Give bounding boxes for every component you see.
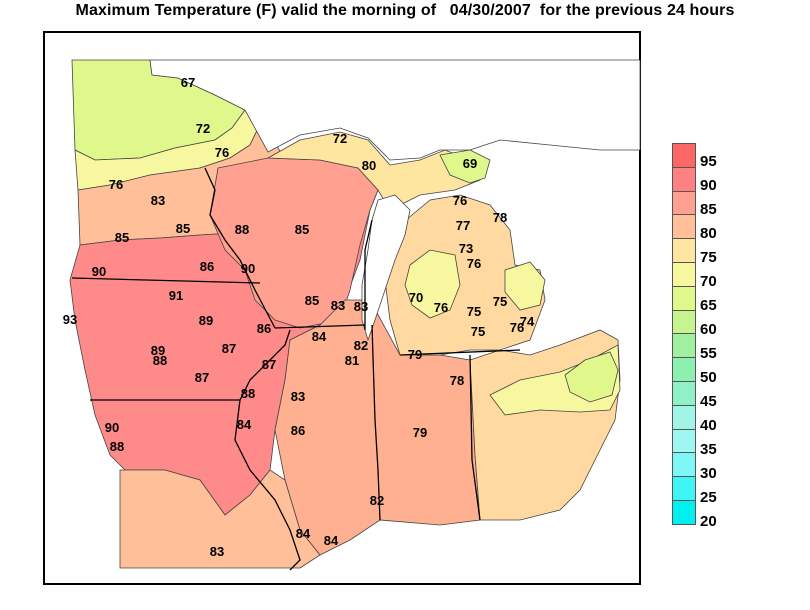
station-temperature-label: 83 [291, 389, 305, 404]
legend-label: 80 [700, 225, 717, 242]
station-temperature-label: 86 [257, 321, 271, 336]
station-temperature-label: 87 [222, 341, 236, 356]
legend-swatch [672, 357, 696, 381]
legend-label: 95 [700, 153, 717, 170]
station-temperature-label: 77 [456, 218, 470, 233]
station-temperature-label: 76 [510, 320, 524, 335]
legend-label: 85 [700, 201, 717, 218]
station-temperature-label: 75 [471, 324, 485, 339]
station-temperature-label: 86 [291, 423, 305, 438]
lake-michigan [361, 194, 411, 342]
station-temperature-label: 83 [331, 298, 345, 313]
station-temperature-label: 72 [196, 121, 210, 136]
map-title: Maximum Temperature (F) valid the mornin… [75, 2, 735, 19]
station-temperature-label: 69 [463, 156, 477, 171]
legend-swatch [672, 143, 696, 167]
station-temperature-label: 85 [305, 293, 319, 308]
station-temperature-label: 76 [109, 177, 123, 192]
legend-swatch [672, 214, 696, 239]
station-temperature-label: 82 [370, 493, 384, 508]
station-temperature-label: 75 [467, 304, 481, 319]
station-temperature-label: 84 [312, 329, 327, 344]
legend-swatch [672, 166, 696, 191]
legend-label: 30 [700, 465, 717, 482]
station-temperature-label: 88 [110, 439, 124, 454]
station-temperature-label: 85 [176, 221, 190, 236]
legend-label: 20 [700, 513, 717, 530]
legend-swatch [672, 380, 696, 405]
station-temperature-label: 85 [295, 222, 309, 237]
station-temperature-label: 74 [520, 314, 535, 329]
legend-label: 50 [700, 369, 717, 386]
station-temperature-label: 80 [362, 158, 376, 173]
station-temperature-label: 89 [199, 313, 213, 328]
legend-label: 60 [700, 321, 717, 338]
station-temperature-label: 87 [195, 370, 209, 385]
station-temperature-label: 79 [413, 425, 427, 440]
station-temperature-label: 79 [408, 347, 422, 362]
station-temperature-label: 90 [105, 420, 119, 435]
station-temperature-label: 73 [459, 241, 473, 256]
station-temperature-label: 78 [493, 210, 507, 225]
station-temperature-label: 85 [115, 230, 129, 245]
station-temperature-label: 89 [151, 343, 165, 358]
station-temperature-label: 81 [345, 353, 359, 368]
legend-swatch [672, 238, 696, 262]
legend-swatch [672, 452, 696, 477]
station-temperature-label: 83 [151, 193, 165, 208]
station-temperature-label: 70 [409, 290, 423, 305]
station-temperature-label: 78 [450, 373, 464, 388]
legend-label: 25 [700, 489, 717, 506]
station-temperature-label: 88 [235, 222, 249, 237]
legend-swatch [672, 499, 696, 525]
station-temperature-label: 76 [467, 256, 481, 271]
legend-label: 55 [700, 345, 717, 362]
legend-swatch [672, 476, 696, 500]
legend-swatch [672, 333, 696, 358]
station-temperature-label: 83 [210, 544, 224, 559]
legend-label: 45 [700, 393, 717, 410]
station-temperature-label: 84 [237, 417, 252, 432]
legend-swatch [672, 285, 696, 310]
station-temperature-label: 67 [181, 75, 195, 90]
station-temperature-label: 87 [262, 357, 276, 372]
station-temperature-label: 84 [296, 526, 311, 541]
station-temperature-label: 82 [354, 338, 368, 353]
lake-superior [149, 59, 641, 161]
station-temperature-label: 91 [169, 288, 183, 303]
station-temperature-label: 83 [354, 299, 368, 314]
station-temperature-label: 90 [92, 264, 106, 279]
station-temperature-label: 84 [324, 533, 339, 548]
station-temperature-label: 90 [241, 261, 255, 276]
station-temperature-label: 86 [200, 259, 214, 274]
region-michigan-cool [404, 249, 461, 319]
region-ohio-cooler [564, 351, 619, 403]
color-legend [672, 143, 696, 525]
legend-label: 70 [700, 273, 717, 290]
station-temperature-label: 75 [493, 294, 507, 309]
legend-label: 90 [700, 177, 717, 194]
region-michigan-lower [384, 194, 546, 356]
station-temperature-label: 88 [241, 386, 255, 401]
legend-swatch [672, 261, 696, 286]
legend-label: 75 [700, 249, 717, 266]
station-temperature-label: 76 [453, 193, 467, 208]
state-borders [71, 167, 521, 571]
station-temperature-label: 76 [215, 145, 229, 160]
station-temperature-label: 93 [63, 312, 77, 327]
legend-label: 40 [700, 417, 717, 434]
legend-swatch [672, 190, 696, 215]
station-temperature-label: 88 [153, 353, 167, 368]
station-temperature-label: 72 [333, 131, 347, 146]
legend-swatch [672, 309, 696, 334]
region-michigan-thumb-cool [504, 261, 546, 311]
legend-label: 65 [700, 297, 717, 314]
legend-label: 35 [700, 441, 717, 458]
station-temperature-label: 76 [434, 300, 448, 315]
legend-swatch [672, 404, 696, 429]
legend-swatch [672, 428, 696, 453]
